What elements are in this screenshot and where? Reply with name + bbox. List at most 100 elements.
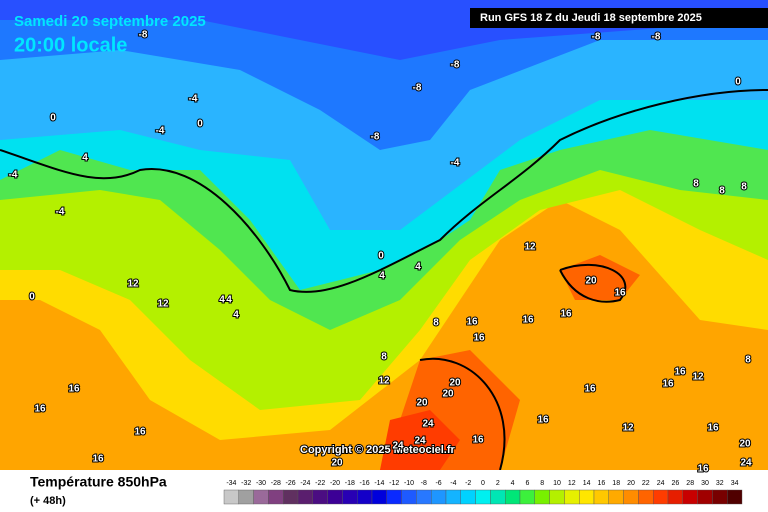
scale-label: -24 bbox=[300, 480, 310, 487]
contour-label: 20 bbox=[416, 398, 428, 409]
contour-label: 20 bbox=[739, 439, 751, 450]
contour-label: 16 bbox=[697, 464, 709, 475]
contour-label: 24 bbox=[392, 441, 404, 452]
scale-label: 8 bbox=[540, 480, 544, 487]
scale-label: -14 bbox=[374, 480, 384, 487]
color-swatch bbox=[653, 489, 669, 505]
color-swatch bbox=[312, 489, 328, 505]
iso-band bbox=[560, 255, 640, 300]
contour-label: -8 bbox=[413, 83, 422, 94]
scale-label: 30 bbox=[701, 480, 709, 487]
scale-label: -18 bbox=[345, 480, 355, 487]
contour-label: -8 bbox=[371, 132, 380, 143]
contour-label: -8 bbox=[592, 32, 601, 43]
contour-label: 16 bbox=[560, 309, 572, 320]
run-box bbox=[470, 8, 768, 28]
contour-label: 16 bbox=[472, 435, 484, 446]
color-scale: -34 -32 -30 -28 -26 -24 -22 -20 -18 -16 -14 -12 -10-… bbox=[223, 480, 743, 505]
contour-label: 8 bbox=[745, 355, 751, 366]
contour-label: 4 bbox=[233, 310, 239, 321]
contour-label: 4 bbox=[219, 295, 225, 306]
color-swatch bbox=[593, 489, 610, 505]
contour-label: 16 bbox=[68, 384, 80, 395]
contour-label: 24 bbox=[422, 419, 434, 430]
contour-label: 8 bbox=[693, 179, 699, 190]
color-swatch bbox=[579, 489, 595, 505]
contour-label: 16 bbox=[34, 404, 46, 415]
scale-label: -32 bbox=[241, 480, 251, 487]
iso-band bbox=[380, 410, 460, 470]
color-swatch bbox=[564, 489, 580, 505]
scale-label: 24 bbox=[657, 480, 665, 487]
legend-lead: (+ 48h) bbox=[30, 495, 66, 507]
scale-label: -4 bbox=[450, 480, 456, 487]
iso-band bbox=[0, 0, 768, 150]
color-swatch bbox=[519, 489, 536, 505]
color-swatch bbox=[534, 489, 550, 505]
contour-label: -4 bbox=[56, 207, 65, 218]
contour-label: 0 bbox=[197, 119, 203, 130]
scale-label: 22 bbox=[642, 480, 650, 487]
color-swatch bbox=[253, 489, 269, 505]
color-swatch bbox=[386, 489, 402, 505]
contour-label: 8 bbox=[433, 318, 439, 329]
contour-label: -8 bbox=[652, 32, 661, 43]
scale-label: -12 bbox=[389, 480, 399, 487]
legend-title: Température 850hPa bbox=[30, 474, 167, 490]
contour-label: 12 bbox=[127, 279, 139, 290]
contour-label: 16 bbox=[92, 454, 104, 465]
contour-label: 12 bbox=[524, 242, 536, 253]
color-swatch bbox=[727, 489, 743, 505]
contour-label: 16 bbox=[662, 379, 674, 390]
contour-label: 20 bbox=[331, 458, 343, 469]
color-swatch bbox=[371, 489, 388, 505]
contour-label: 16 bbox=[674, 367, 686, 378]
scale-label: 2 bbox=[496, 480, 500, 487]
contour-label: 8 bbox=[381, 352, 387, 363]
color-swatch bbox=[431, 489, 447, 505]
scale-label: 14 bbox=[583, 480, 591, 487]
scale-label: -22 bbox=[315, 480, 325, 487]
contour-line bbox=[0, 89, 768, 293]
color-swatch bbox=[712, 489, 728, 505]
color-swatch bbox=[697, 489, 713, 505]
scale-label: -28 bbox=[271, 480, 281, 487]
contour-label: -4 bbox=[9, 170, 18, 181]
contour-label: 16 bbox=[584, 384, 596, 395]
contour-label: 16 bbox=[707, 423, 719, 434]
color-swatch bbox=[445, 489, 462, 505]
contour-label: 12 bbox=[692, 372, 704, 383]
scale-label: 28 bbox=[686, 480, 694, 487]
contour-label: 20 bbox=[585, 276, 597, 287]
color-swatch bbox=[490, 489, 506, 505]
scale-label: -26 bbox=[286, 480, 296, 487]
scale-label: -8 bbox=[421, 480, 427, 487]
contour-label: 16 bbox=[134, 427, 146, 438]
scale-label: -20 bbox=[330, 480, 340, 487]
color-swatch bbox=[401, 489, 417, 505]
color-swatch bbox=[223, 489, 240, 505]
contour-label: 12 bbox=[378, 376, 390, 387]
color-swatch bbox=[357, 489, 373, 505]
contour-label: 16 bbox=[614, 288, 626, 299]
scale-label: 6 bbox=[525, 480, 529, 487]
contour-label: 12 bbox=[157, 299, 169, 310]
color-swatch bbox=[460, 489, 476, 505]
contour-label: 0 bbox=[29, 292, 35, 303]
time: 20:00 locale bbox=[14, 34, 127, 56]
contour-label: -4 bbox=[189, 94, 198, 105]
scale-label: 10 bbox=[553, 480, 561, 487]
contour-label: 8 bbox=[719, 186, 725, 197]
contour-label: 4 bbox=[226, 295, 232, 306]
scale-label: 4 bbox=[511, 480, 515, 487]
contour-label: 24 bbox=[414, 436, 426, 447]
contour-label: 0 bbox=[50, 113, 56, 124]
contour-label: 16 bbox=[473, 333, 485, 344]
scale-label: 32 bbox=[716, 480, 724, 487]
copyright: Copyright © 2025 Meteociel.fr bbox=[300, 444, 456, 456]
color-swatch bbox=[416, 489, 432, 505]
color-swatch bbox=[327, 489, 343, 505]
color-swatch bbox=[342, 489, 358, 505]
scale-label: 16 bbox=[598, 480, 606, 487]
